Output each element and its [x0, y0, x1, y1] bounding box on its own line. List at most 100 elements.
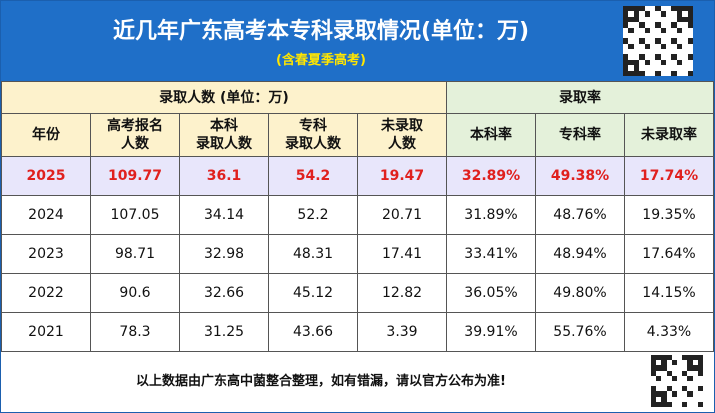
- column-header: 高考报名 人数: [90, 113, 180, 157]
- column-header: 本科 录取人数: [179, 113, 269, 157]
- table-cell: 3.39: [357, 312, 447, 352]
- qr-module: [660, 27, 667, 33]
- column-header: 未录取 人数: [357, 113, 447, 157]
- qr-module: [666, 386, 672, 392]
- qr-module: [660, 43, 667, 50]
- table-cell: 39.91%: [446, 312, 536, 352]
- qr-module: [628, 43, 634, 50]
- qr-module: [633, 16, 640, 23]
- table-row: 2024 107.05 34.14 52.2 20.71 31.89% 48.76% 19.3…: [1, 195, 714, 235]
- table-row: 2023 98.71 32.98 48.31 17.41 33.41% 48.94% 17.6…: [1, 234, 714, 274]
- qr-module: [671, 38, 677, 44]
- column-header: 专科率: [535, 113, 625, 157]
- qr-module: [661, 360, 667, 366]
- table-cell: 4.33%: [624, 312, 714, 352]
- qr-module: [660, 11, 667, 17]
- table-cell: 45.12: [268, 273, 358, 313]
- qr-module: [697, 365, 703, 371]
- table-cell: 2021: [1, 312, 91, 352]
- qr-module: [623, 16, 629, 23]
- table-cell: 14.15%: [624, 273, 714, 313]
- qr-module: [623, 22, 629, 28]
- table-cell: 49.38%: [535, 156, 625, 196]
- table-cell: 54.2: [268, 156, 358, 196]
- qr-module: [644, 27, 650, 33]
- qr-code: [651, 355, 703, 407]
- column-header: 专科 录取人数: [268, 113, 358, 157]
- qr-module: [644, 43, 650, 50]
- qr-module: [623, 65, 629, 71]
- qr-module: [628, 27, 634, 33]
- qr-module: [633, 59, 640, 66]
- qr-module: [623, 59, 629, 66]
- qr-module: [671, 70, 677, 76]
- qr-module: [651, 401, 657, 407]
- qr-module: [687, 22, 693, 28]
- table-cell: 48.76%: [535, 195, 625, 235]
- qr-module: [639, 22, 645, 28]
- qr-module: [676, 27, 683, 33]
- table-cell: 98.71: [90, 234, 180, 274]
- qr-module: [660, 59, 667, 66]
- qr-module: [656, 401, 662, 407]
- footer-note: 以上数据由广东高中菌整合整理，如有错漏，请以官方公布为准!: [136, 374, 506, 389]
- table-cell: 2023: [1, 234, 91, 274]
- table-cell: 33.41%: [446, 234, 536, 274]
- table-cell: 36.1: [179, 156, 269, 196]
- table-cell: 109.77: [90, 156, 180, 196]
- table-cell: 20.71: [357, 195, 447, 235]
- qr-module: [651, 391, 657, 397]
- table-cell: 17.74%: [624, 156, 714, 196]
- title: 近几年广东高考本专科录取情况(单位：万): [112, 19, 530, 44]
- qr-module: [656, 391, 662, 397]
- qr-module: [687, 360, 693, 366]
- subtitle: (含春夏季高考): [276, 53, 366, 68]
- table-cell: 12.82: [357, 273, 447, 313]
- qr-module: [628, 6, 634, 12]
- qr-module: [661, 401, 667, 407]
- qr-module: [682, 401, 688, 407]
- table-cell: 48.31: [268, 234, 358, 274]
- qr-module: [682, 370, 688, 376]
- qr-module: [639, 54, 645, 60]
- qr-module: [651, 396, 657, 402]
- table-cell: 55.76%: [535, 312, 625, 352]
- qr-module: [644, 59, 650, 66]
- qr-module: [661, 391, 667, 397]
- table-cell: 2022: [1, 273, 91, 313]
- table-cell: 36.05%: [446, 273, 536, 313]
- qr-module: [628, 59, 634, 66]
- group-header-row: 录取人数 (单位：万) 录取率: [1, 81, 714, 114]
- qr-module: [655, 54, 661, 60]
- qr-module: [661, 396, 667, 402]
- column-header: 未录取率: [624, 113, 714, 157]
- qr-module: [671, 6, 677, 12]
- table-cell: 49.80%: [535, 273, 625, 313]
- qr-module: [692, 365, 698, 371]
- qr-module: [666, 401, 672, 407]
- qr-module: [655, 22, 661, 28]
- qr-module: [682, 355, 688, 361]
- qr-module: [687, 365, 693, 371]
- qr-module: [656, 365, 662, 371]
- qr-module: [671, 375, 677, 381]
- qr-module: [687, 375, 693, 381]
- qr-module: [623, 54, 629, 60]
- table-cell: 32.66: [179, 273, 269, 313]
- qr-module: [661, 355, 667, 361]
- table-cell: 78.3: [90, 312, 180, 352]
- qr-module: [676, 43, 683, 50]
- qr-module: [682, 16, 688, 23]
- column-header: 年份: [1, 113, 91, 157]
- qr-module: [682, 6, 688, 12]
- qr-module: [676, 59, 683, 66]
- qr-module: [656, 355, 662, 361]
- qr-module: [651, 365, 657, 371]
- table-cell: 31.89%: [446, 195, 536, 235]
- group-header: 录取率: [446, 81, 714, 114]
- qr-module: [628, 70, 634, 76]
- qr-module: [676, 6, 683, 12]
- table-row: 2025 109.77 36.1 54.2 19.47 32.89% 49.38% 17.74…: [1, 156, 714, 196]
- qr-module: [656, 375, 662, 381]
